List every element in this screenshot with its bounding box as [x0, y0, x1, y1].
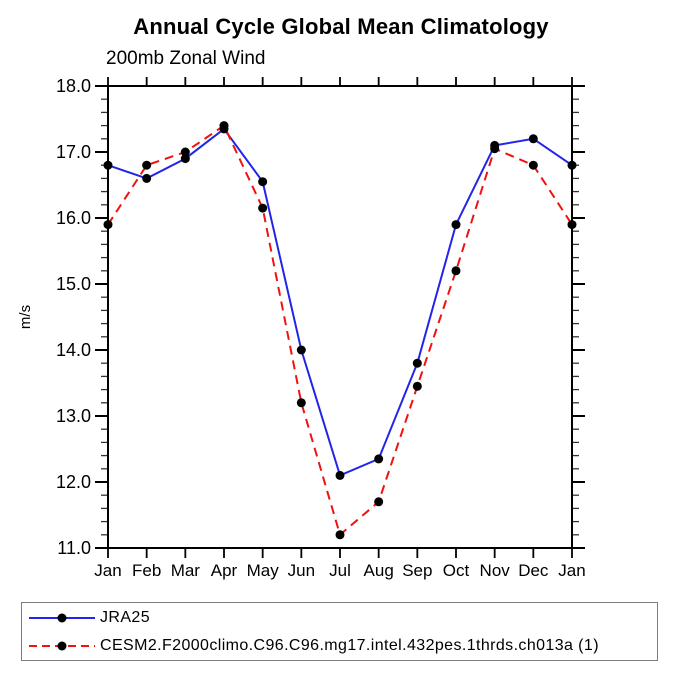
series-marker-0: [412, 358, 422, 368]
y-axis-tick-label: 16.0: [56, 208, 91, 228]
x-axis-tick-label: Jul: [329, 561, 351, 580]
y-axis-tick-label: 14.0: [56, 340, 91, 360]
series-marker-0: [142, 173, 152, 183]
legend-item: CESM2.F2000climo.C96.C96.mg17.intel.432p…: [22, 632, 657, 660]
x-axis-tick-label: Mar: [171, 561, 201, 580]
x-axis-tick-label: Oct: [443, 561, 470, 580]
x-axis-tick-label: Apr: [211, 561, 238, 580]
legend: JRA25 CESM2.F2000climo.C96.C96.mg17.intel…: [21, 602, 658, 661]
x-axis-tick-label: Sep: [402, 561, 432, 580]
series-marker-0: [335, 470, 345, 480]
series-marker-1: [219, 121, 229, 131]
y-axis-tick-label: 12.0: [56, 472, 91, 492]
marker-dot-icon: [57, 641, 67, 650]
series-marker-1: [528, 160, 538, 170]
x-axis-tick-label: Aug: [364, 561, 394, 580]
series-marker-1: [103, 220, 113, 230]
marker-dot-icon: [57, 613, 67, 622]
x-axis-tick-label: Jun: [288, 561, 315, 580]
series-marker-0: [296, 345, 306, 355]
x-axis-tick-label: Jan: [94, 561, 121, 580]
y-axis-tick-label: 18.0: [56, 76, 91, 96]
legend-item: JRA25: [22, 604, 657, 632]
series-marker-1: [258, 203, 268, 213]
series-marker-1: [567, 220, 577, 230]
series-marker-0: [567, 160, 577, 170]
y-axis-tick-label: 17.0: [56, 142, 91, 162]
plot-area: 11.0 12.0 13.0 14.0 15.0 16.0 17.0 18.0 Jan Feb Ma…: [17, 76, 586, 580]
y-axis-tick-label: 13.0: [56, 406, 91, 426]
series-marker-0: [103, 160, 113, 170]
x-axis-tick-label: Jan: [558, 561, 585, 580]
chart-subtitle: 200mb Zonal Wind: [106, 48, 266, 69]
plot-frame: [107, 85, 573, 549]
series-marker-0: [451, 220, 461, 230]
y-axis-title: m/s: [17, 305, 34, 329]
chart-title: Annual Cycle Global Mean Climatology: [133, 14, 549, 39]
series-marker-0: [374, 454, 384, 464]
series-marker-1: [142, 160, 152, 170]
series-marker-0: [180, 154, 190, 164]
x-axis-tick-label: Nov: [480, 561, 511, 580]
series-marker-1: [374, 497, 384, 507]
series-marker-1: [180, 147, 190, 157]
series-line-0: [107, 127, 573, 477]
series-marker-1: [412, 381, 422, 391]
y-axis-tick-label: 11.0: [57, 538, 91, 558]
series-marker-1: [451, 266, 461, 276]
series-marker-0: [528, 134, 538, 144]
series-marker-1: [490, 144, 500, 154]
legend-label: JRA25: [100, 608, 151, 626]
series-marker-1: [335, 530, 345, 540]
x-axis-tick-label: Feb: [132, 561, 161, 580]
series-marker-1: [296, 398, 306, 408]
y-axis-tick-label: 15.0: [56, 274, 91, 294]
legend-line-sample: [29, 613, 95, 622]
x-axis-tick-label: May: [247, 561, 280, 580]
x-axis-tick-label: Dec: [518, 561, 549, 580]
legend-label: CESM2.F2000climo.C96.C96.mg17.intel.432p…: [100, 636, 599, 654]
series-marker-0: [258, 177, 268, 187]
legend-line-sample: [29, 641, 95, 650]
